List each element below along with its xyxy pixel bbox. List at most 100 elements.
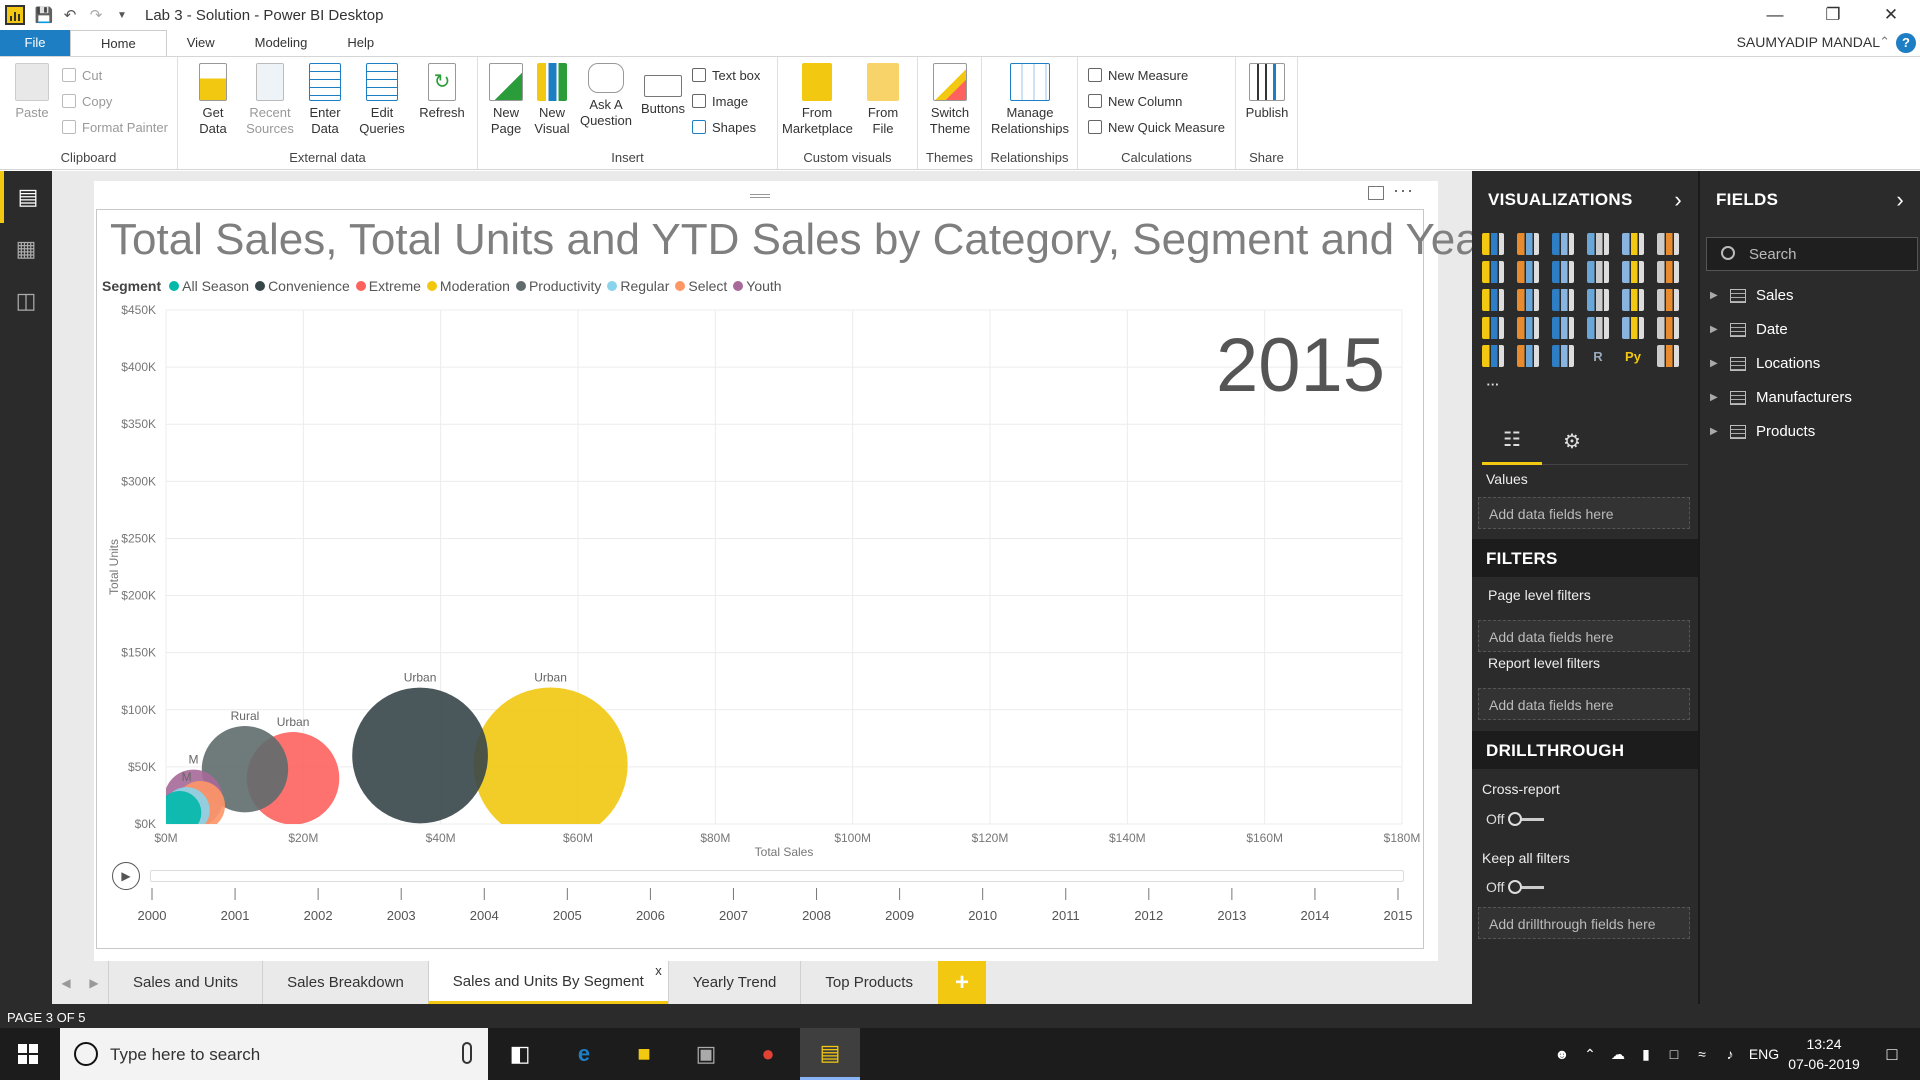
get-data-button[interactable]: Get Data	[188, 63, 238, 137]
scatter-visual-icon[interactable]	[1517, 289, 1539, 311]
collapse-visualizations-icon[interactable]: ›	[1674, 187, 1682, 212]
close-tab-icon[interactable]: x	[655, 963, 662, 978]
filled-map-visual-icon[interactable]	[1482, 317, 1504, 339]
publish-button[interactable]: Publish	[1242, 63, 1292, 121]
page-tab-sales-and-units-by-segment[interactable]: Sales and Units By Segment x	[427, 961, 668, 1004]
map-visual-icon[interactable]	[1657, 289, 1679, 311]
play-axis-year[interactable]: 2015	[1384, 908, 1413, 923]
task-view-icon[interactable]: ◧	[509, 1041, 531, 1066]
line-column-visual-icon[interactable]	[1587, 261, 1609, 283]
enter-data-button[interactable]: Enter Data	[300, 63, 350, 137]
collapse-fields-icon[interactable]: ›	[1896, 187, 1904, 212]
save-icon[interactable]: 💾	[34, 7, 54, 24]
user-name[interactable]: SAUMYADIP MANDAL	[1736, 34, 1880, 50]
waterfall-visual-icon[interactable]	[1482, 289, 1504, 311]
play-axis-slider[interactable]	[150, 870, 1404, 882]
play-axis-year[interactable]: 2014	[1300, 908, 1329, 923]
windows-start-icon[interactable]	[18, 1044, 38, 1064]
shapes-button[interactable]: Shapes	[692, 117, 756, 137]
treemap-visual-icon[interactable]	[1622, 289, 1644, 311]
expand-icon[interactable]: ▶	[1710, 290, 1718, 301]
file-explorer-icon[interactable]: ■	[637, 1041, 651, 1066]
paste-button[interactable]: Paste	[12, 63, 52, 121]
slicer-visual-icon[interactable]	[1482, 345, 1504, 367]
powerbi-taskbar-icon[interactable]: ▤	[800, 1028, 860, 1080]
line-visual-icon[interactable]	[1482, 261, 1504, 283]
clustered-bar-visual-icon[interactable]	[1552, 233, 1574, 255]
meet-now-icon[interactable]: □	[1669, 1046, 1679, 1062]
customize-quick-access-icon[interactable]: ▼	[117, 9, 127, 21]
restore-button[interactable]: ❐	[1825, 5, 1841, 24]
arcgis-visual-icon[interactable]	[1657, 345, 1679, 367]
area-visual-icon[interactable]	[1517, 261, 1539, 283]
play-axis-year[interactable]: 2001	[221, 908, 250, 923]
microphone-icon[interactable]	[462, 1042, 472, 1064]
cut-button[interactable]: Cut	[62, 65, 102, 85]
cross-report-toggle[interactable]: Off	[1486, 811, 1545, 827]
pie-visual-icon[interactable]	[1552, 289, 1574, 311]
image-button[interactable]: Image	[692, 91, 748, 111]
legend-item[interactable]: Convenience	[255, 278, 350, 294]
play-axis-year[interactable]: 2000	[138, 908, 167, 923]
people-icon[interactable]: ☻	[1554, 1046, 1570, 1062]
python-visual-icon[interactable]: Py	[1625, 348, 1641, 364]
edge-browser-icon[interactable]: e	[577, 1041, 591, 1066]
legend-item[interactable]: Extreme	[355, 278, 421, 294]
report-view-icon[interactable]: ▤	[0, 171, 52, 223]
matrix-visual-icon[interactable]	[1552, 345, 1574, 367]
values-well[interactable]: Add data fields here	[1478, 497, 1690, 529]
fields-tab-icon[interactable]: ☷	[1482, 417, 1542, 465]
play-axis-year[interactable]: 2002	[304, 908, 333, 923]
from-file-button[interactable]: From File	[858, 63, 908, 137]
help-icon[interactable]: ?	[1896, 33, 1916, 53]
stacked-bar-visual-icon[interactable]	[1482, 233, 1504, 255]
fields-search-input[interactable]: Search	[1706, 237, 1918, 271]
store-icon[interactable]: ▣	[695, 1041, 717, 1066]
scroll-tabs-left-icon[interactable]: ◀	[61, 975, 71, 990]
show-hidden-icons-icon[interactable]: ⌃	[1584, 1045, 1596, 1062]
new-column-button[interactable]: New Column	[1088, 91, 1182, 111]
expand-icon[interactable]: ▶	[1710, 358, 1718, 369]
legend-item[interactable]: All Season	[169, 278, 249, 294]
tab-home[interactable]: Home	[70, 30, 167, 56]
close-button[interactable]: ✕	[1883, 5, 1899, 24]
expand-icon[interactable]: ▶	[1710, 426, 1718, 437]
bubble-moderation[interactable]	[473, 687, 628, 842]
field-table-item[interactable]: ▶ Products	[1710, 423, 1815, 440]
ask-question-button[interactable]: Ask A Question	[578, 63, 634, 129]
legend-item[interactable]: Moderation	[426, 278, 510, 294]
drillthrough-well[interactable]: Add drillthrough fields here	[1478, 907, 1690, 939]
new-visual-button[interactable]: New Visual	[530, 63, 574, 137]
scroll-tabs-right-icon[interactable]: ▶	[89, 975, 99, 990]
redo-icon[interactable]: ↷	[89, 7, 103, 24]
new-measure-button[interactable]: New Measure	[1088, 65, 1188, 85]
scatter-plot-area[interactable]: $0K $50K $100K $150K $200K $250K $300K $350K $40…	[96, 296, 1424, 856]
field-table-item[interactable]: ▶ Manufacturers	[1710, 389, 1852, 406]
edit-queries-button[interactable]: Edit Queries	[354, 63, 410, 137]
copy-button[interactable]: Copy	[62, 91, 112, 111]
battery-icon[interactable]: ▮	[1642, 1045, 1650, 1062]
refresh-button[interactable]: ↻ Refresh	[416, 63, 468, 121]
volume-icon[interactable]: ♪	[1726, 1046, 1734, 1062]
taskbar-clock[interactable]: 13:24 07-06-2019	[1784, 1034, 1864, 1074]
scatter-chart-visual[interactable]	[96, 209, 1424, 949]
switch-theme-button[interactable]: Switch Theme	[922, 63, 978, 137]
play-axis-year[interactable]: 2008	[802, 908, 831, 923]
play-axis-year[interactable]: 2005	[553, 908, 582, 923]
legend-item[interactable]: Regular	[607, 278, 669, 294]
chrome-icon[interactable]: ●	[761, 1041, 775, 1066]
funnel-visual-icon[interactable]	[1517, 317, 1539, 339]
language-indicator[interactable]: ENG	[1748, 1046, 1780, 1062]
manage-relationships-button[interactable]: Manage Relationships	[986, 63, 1074, 137]
play-axis-year[interactable]: 2010	[968, 908, 997, 923]
field-table-item[interactable]: ▶ Date	[1710, 321, 1788, 338]
legend-item[interactable]: Youth	[733, 278, 782, 294]
keep-all-filters-toggle[interactable]: Off	[1486, 879, 1545, 895]
expand-icon[interactable]: ▶	[1710, 392, 1718, 403]
model-view-icon[interactable]: ◫	[15, 288, 37, 313]
page-tab-sales-and-units[interactable]: Sales and Units	[108, 961, 263, 1004]
minimize-button[interactable]: —	[1766, 5, 1784, 24]
multirow-card-visual-icon[interactable]	[1622, 317, 1644, 339]
play-axis-year[interactable]: 2004	[470, 908, 499, 923]
tab-help[interactable]: Help	[347, 35, 375, 50]
